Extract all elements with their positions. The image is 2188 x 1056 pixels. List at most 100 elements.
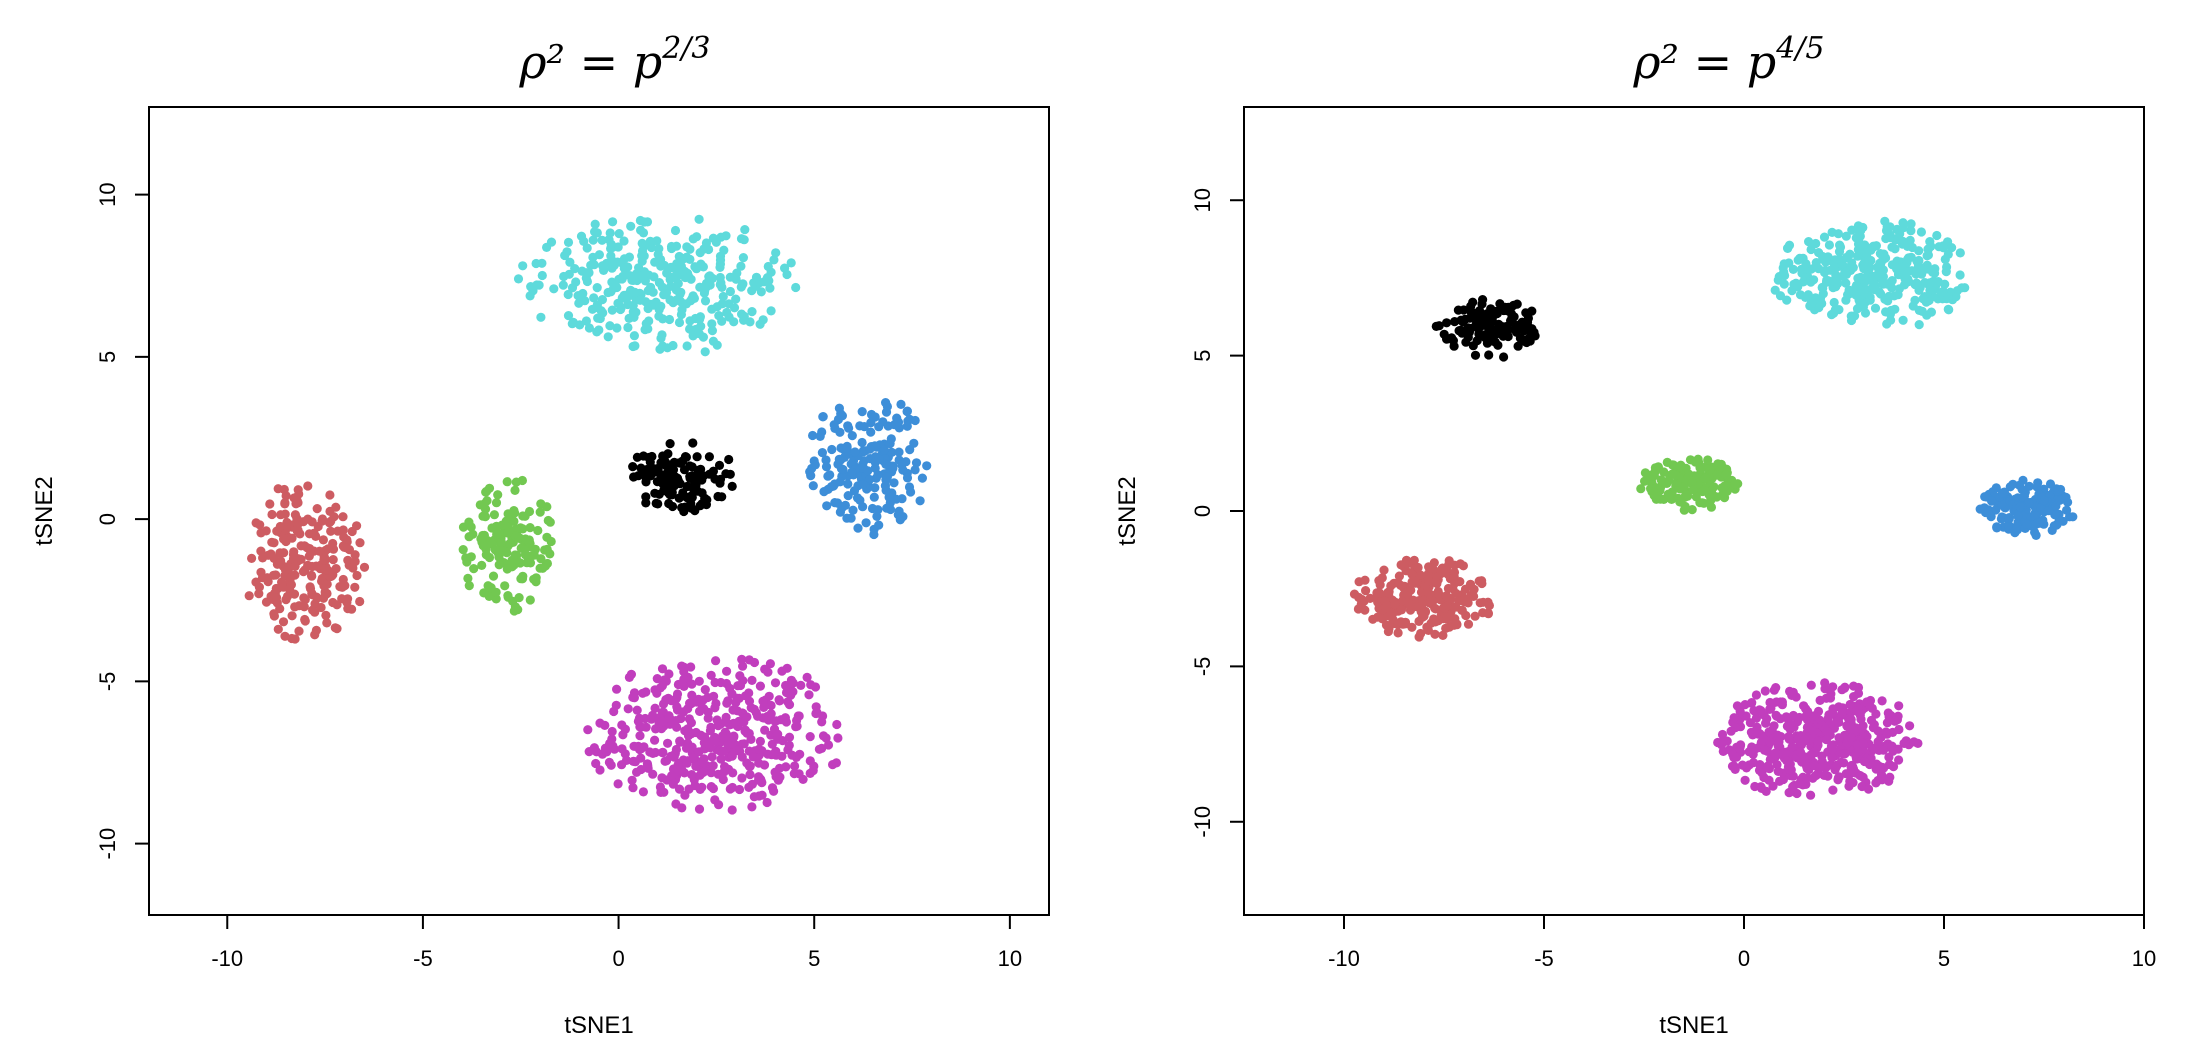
data-point	[328, 555, 338, 565]
data-point	[1914, 320, 1924, 330]
data-point	[715, 719, 726, 729]
data-point	[1456, 325, 1466, 335]
data-point	[1492, 325, 1502, 335]
data-point	[1853, 245, 1863, 255]
data-point	[720, 762, 730, 772]
data-point	[623, 704, 633, 714]
data-point	[719, 245, 729, 255]
data-point	[739, 717, 749, 727]
data-point	[633, 716, 644, 727]
data-point	[1470, 350, 1481, 360]
data-point	[300, 614, 310, 625]
right-y-axis: -10 -5 0 5 10	[1190, 188, 1245, 838]
data-point	[2038, 515, 2048, 525]
data-point	[1712, 470, 1722, 480]
data-point	[1438, 630, 1448, 641]
data-point	[651, 498, 661, 508]
data-point	[628, 756, 639, 767]
data-point	[1767, 698, 1778, 709]
data-point	[790, 761, 800, 771]
data-point	[725, 683, 735, 693]
data-point	[708, 233, 719, 243]
data-point	[664, 314, 675, 325]
data-point	[591, 758, 601, 769]
data-point	[1835, 240, 1845, 250]
data-point	[906, 487, 916, 497]
data-point	[1770, 750, 1780, 760]
data-point	[1773, 730, 1783, 740]
data-point	[759, 760, 770, 770]
data-point	[292, 514, 302, 524]
data-point	[1793, 255, 1803, 265]
data-point	[2004, 513, 2014, 523]
data-point	[584, 747, 594, 757]
data-point	[1833, 229, 1843, 239]
data-point	[650, 703, 660, 713]
data-point	[1955, 270, 1965, 280]
right-y-tick-label: -10	[1190, 806, 1215, 838]
data-point	[1848, 263, 1858, 273]
data-point	[1906, 226, 1916, 236]
data-point	[606, 239, 616, 249]
data-point	[674, 493, 684, 503]
data-point	[736, 261, 746, 271]
data-point	[674, 251, 684, 262]
left-x-axis-label: tSNE1	[564, 1012, 633, 1039]
data-point	[1849, 692, 1859, 702]
data-point	[745, 770, 755, 780]
data-point	[1846, 714, 1856, 725]
data-point	[525, 595, 535, 605]
data-point	[649, 300, 659, 310]
data-point	[650, 735, 660, 745]
data-point	[1730, 764, 1740, 775]
data-point	[1779, 279, 1789, 289]
data-point	[664, 498, 674, 509]
data-point	[710, 736, 720, 747]
data-point	[1876, 259, 1886, 270]
data-point	[1482, 321, 1492, 331]
data-point	[1396, 605, 1407, 615]
data-point	[593, 313, 603, 323]
data-point	[1764, 775, 1774, 785]
data-point	[1925, 278, 1935, 288]
data-point	[728, 768, 738, 778]
data-point	[607, 734, 617, 744]
data-point	[1869, 720, 1879, 730]
data-point	[740, 225, 750, 235]
data-point	[1881, 307, 1891, 317]
data-point	[665, 439, 675, 449]
data-point	[1808, 726, 1818, 737]
data-point	[1820, 678, 1830, 688]
data-point	[712, 340, 722, 350]
data-point	[1930, 264, 1940, 274]
data-point	[652, 674, 662, 684]
data-point	[271, 583, 281, 594]
data-point	[1471, 311, 1481, 321]
data-point	[595, 765, 605, 775]
right-y-tick-label: 0	[1190, 505, 1215, 517]
right-x-tick-label: 0	[1738, 946, 1750, 971]
data-point	[1880, 294, 1890, 304]
data-point	[673, 759, 683, 770]
data-point	[1687, 505, 1697, 515]
data-point	[780, 263, 790, 273]
data-point	[756, 287, 766, 297]
data-point	[680, 726, 690, 736]
data-point	[1909, 737, 1919, 747]
data-point	[805, 732, 815, 742]
data-point	[1730, 479, 1740, 489]
data-point	[808, 430, 818, 441]
data-point	[503, 591, 513, 601]
data-point	[729, 731, 739, 741]
data-point	[699, 244, 709, 254]
data-point	[722, 307, 732, 318]
data-point	[704, 452, 715, 462]
data-point	[1832, 716, 1843, 727]
data-point	[804, 690, 814, 700]
data-point	[304, 551, 314, 561]
data-point	[889, 478, 899, 488]
data-point	[1777, 749, 1787, 759]
data-point	[1858, 222, 1868, 233]
data-point	[352, 570, 362, 581]
data-point	[2055, 495, 2065, 505]
